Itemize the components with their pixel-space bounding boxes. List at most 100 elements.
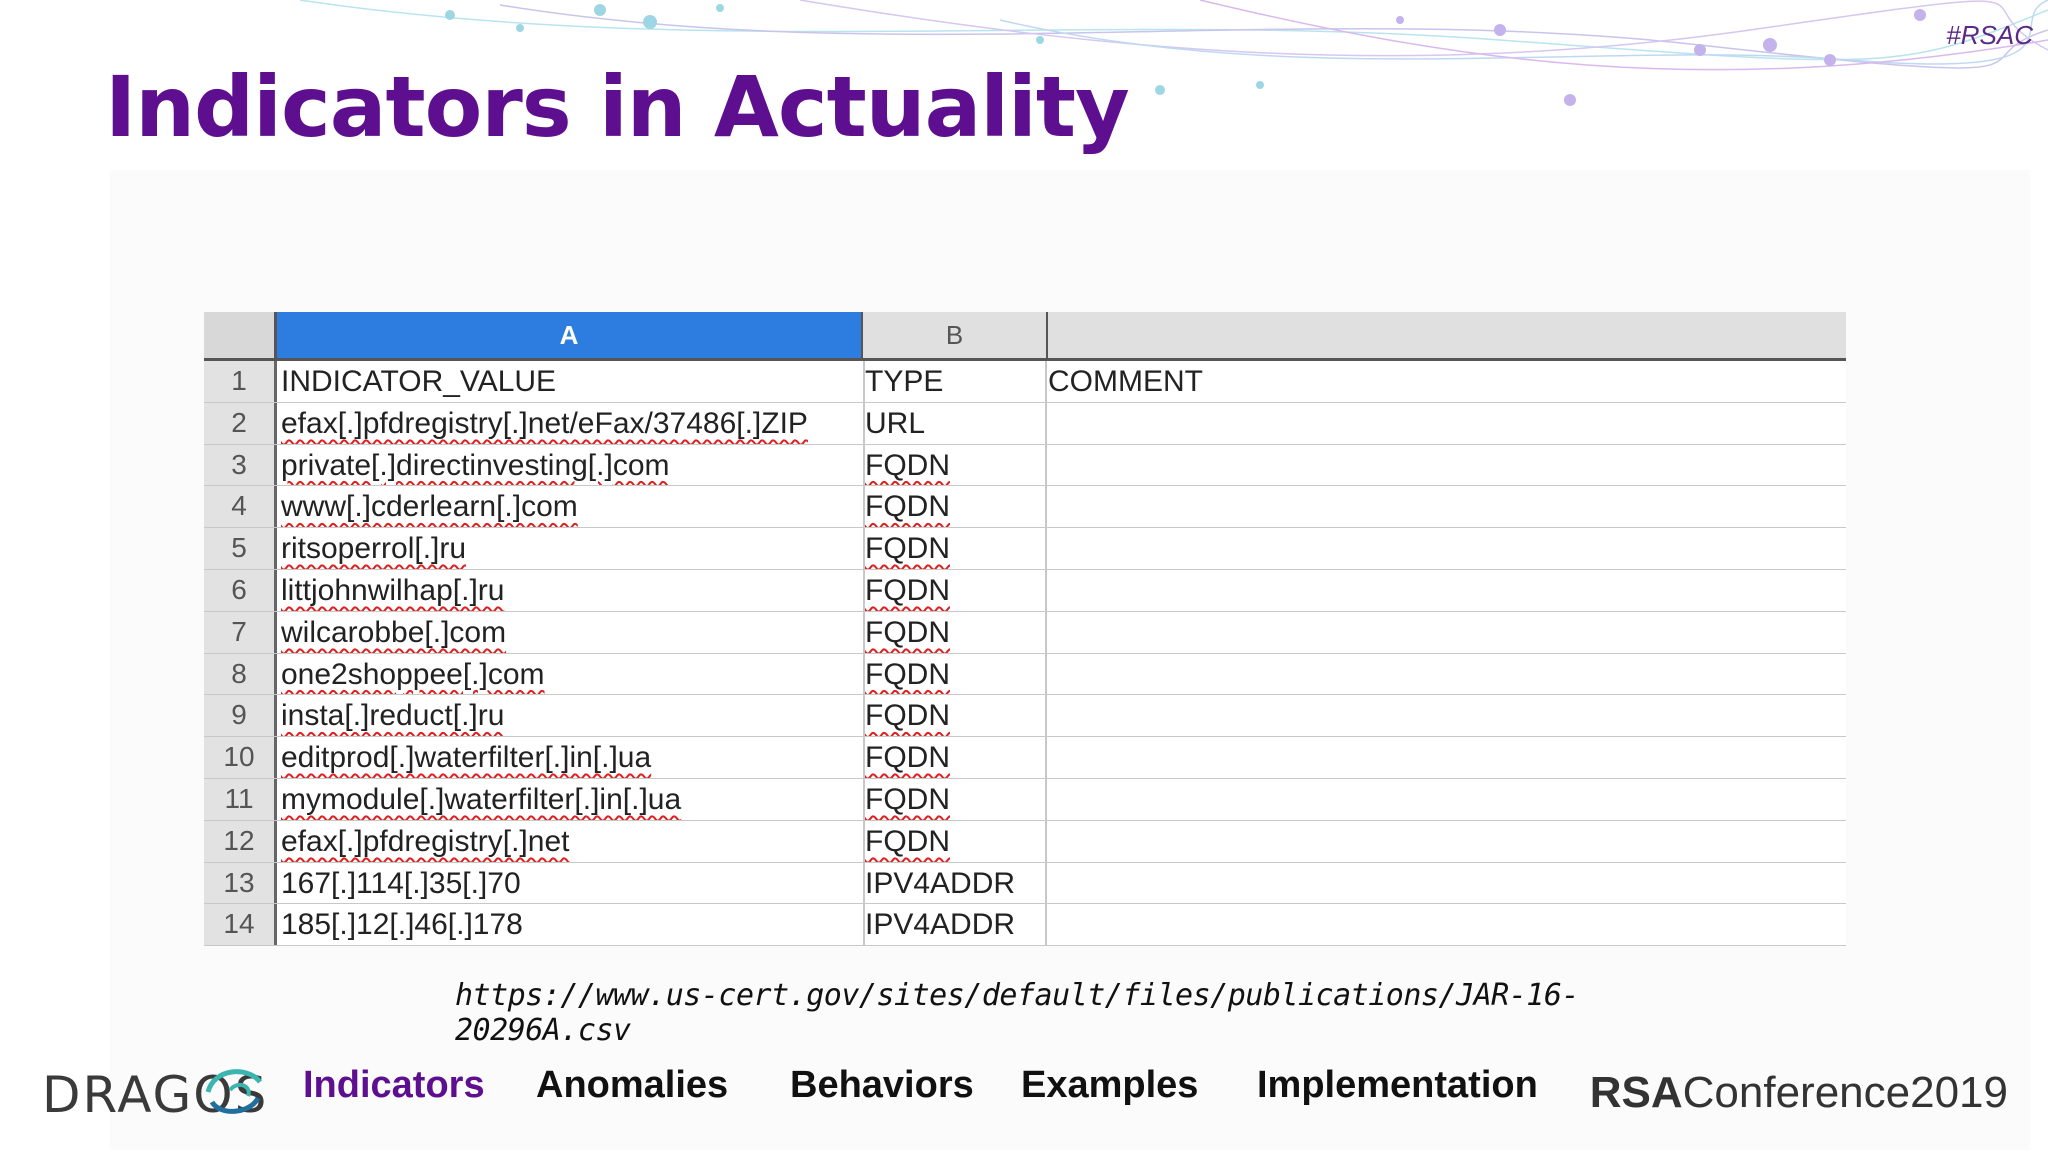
cell-comment[interactable] <box>1048 612 1838 653</box>
column-header-bar: A B <box>204 312 1846 361</box>
row-number-text: 4 <box>231 490 247 522</box>
row-number[interactable]: 6 <box>204 569 277 611</box>
cell-comment[interactable] <box>1048 779 1838 820</box>
cell-comment[interactable] <box>1048 904 1838 945</box>
row-number[interactable]: 12 <box>204 820 277 862</box>
row-number[interactable]: 9 <box>204 695 277 737</box>
cell-comment[interactable]: COMMENT <box>1048 361 1838 402</box>
cell-indicator-value[interactable]: INDICATOR_VALUE <box>281 361 859 402</box>
table-row: 5 ritsoperrol[.]ru FQDN <box>204 528 1846 570</box>
column-divider <box>1045 653 1047 695</box>
cell-indicator-value[interactable]: 185[.]12[.]46[.]178 <box>281 904 859 945</box>
nav-anomalies[interactable]: Anomalies <box>536 1064 729 1106</box>
cell-indicator-value-text: private[.]directinvesting[.]com <box>281 448 670 482</box>
row-number[interactable]: 4 <box>204 486 277 528</box>
column-divider <box>1045 611 1047 653</box>
table-row: 1 INDICATOR_VALUE TYPE COMMENT <box>204 361 1846 403</box>
column-header-b[interactable]: B <box>861 312 1048 358</box>
table-row: 10 editprod[.]waterfilter[.]in[.]ua FQDN <box>204 737 1846 779</box>
cell-type[interactable]: IPV4ADDR <box>865 904 1041 945</box>
cell-type-text: FQDN <box>865 699 950 733</box>
cell-comment[interactable] <box>1048 403 1838 444</box>
column-divider <box>1045 402 1047 444</box>
cell-indicator-value[interactable]: one2shoppee[.]com <box>281 654 859 695</box>
cell-indicator-value-text: littjohnwilhap[.]ru <box>281 573 505 607</box>
rsa-conference-logo: RSAConference2019 <box>1590 1068 2008 1118</box>
cell-indicator-value-text: efax[.]pfdregistry[.]net/eFax/37486[.]ZI… <box>281 406 808 440</box>
cell-indicator-value[interactable]: littjohnwilhap[.]ru <box>281 570 859 611</box>
row-number[interactable]: 11 <box>204 778 277 820</box>
column-divider <box>1045 486 1047 528</box>
cell-comment[interactable] <box>1048 695 1838 736</box>
cell-type[interactable]: FQDN <box>865 779 1041 820</box>
cell-type[interactable]: FQDN <box>865 528 1041 569</box>
cell-type[interactable]: FQDN <box>865 654 1041 695</box>
row-number-text: 7 <box>231 615 247 647</box>
cell-indicator-value-text: 185[.]12[.]46[.]178 <box>281 908 523 942</box>
cell-indicator-value[interactable]: efax[.]pfdregistry[.]net <box>281 821 859 862</box>
cell-indicator-value[interactable]: mymodule[.]waterfilter[.]in[.]ua <box>281 779 859 820</box>
cell-comment[interactable] <box>1048 486 1838 527</box>
column-divider <box>1045 737 1047 778</box>
cell-indicator-value-text: insta[.]reduct[.]ru <box>281 699 505 733</box>
table-row: 3 private[.]directinvesting[.]com FQDN <box>204 444 1846 487</box>
cell-indicator-value[interactable]: private[.]directinvesting[.]com <box>281 445 859 486</box>
table-row: 4 www[.]cderlearn[.]com FQDN <box>204 486 1846 529</box>
cell-comment[interactable] <box>1048 445 1838 486</box>
row-number[interactable]: 1 <box>204 361 277 402</box>
cell-comment[interactable] <box>1048 863 1838 904</box>
cell-type[interactable]: IPV4ADDR <box>865 863 1041 904</box>
row-number[interactable]: 7 <box>204 611 277 653</box>
cell-type[interactable]: FQDN <box>865 486 1041 527</box>
row-number-text: 2 <box>231 406 247 438</box>
column-divider <box>1045 528 1047 569</box>
cell-type-text: IPV4ADDR <box>865 908 1016 942</box>
nav-behaviors[interactable]: Behaviors <box>790 1064 974 1106</box>
cell-indicator-value-text: mymodule[.]waterfilter[.]in[.]ua <box>281 782 682 816</box>
row-number-text: 10 <box>223 741 255 773</box>
row-number[interactable]: 13 <box>204 862 277 904</box>
row-number[interactable]: 8 <box>204 653 277 695</box>
cell-indicator-value[interactable]: insta[.]reduct[.]ru <box>281 695 859 736</box>
row-number[interactable]: 5 <box>204 528 277 569</box>
cell-comment[interactable] <box>1048 654 1838 695</box>
cell-type-text: FQDN <box>865 448 950 482</box>
cell-indicator-value[interactable]: editprod[.]waterfilter[.]in[.]ua <box>281 737 859 778</box>
column-header-a[interactable]: A <box>277 312 861 358</box>
cell-indicator-value[interactable]: www[.]cderlearn[.]com <box>281 486 859 527</box>
decorative-swirl-banner <box>299 0 2048 106</box>
cell-indicator-value[interactable]: 167[.]114[.]35[.]70 <box>281 863 859 904</box>
cell-indicator-value-text: wilcarobbe[.]com <box>281 615 507 649</box>
cell-type[interactable]: TYPE <box>865 361 1041 402</box>
cell-indicator-value-text: www[.]cderlearn[.]com <box>281 490 578 524</box>
cell-type[interactable]: FQDN <box>865 445 1041 486</box>
cell-type[interactable]: FQDN <box>865 570 1041 611</box>
column-divider <box>1045 695 1047 737</box>
cell-type[interactable]: FQDN <box>865 695 1041 736</box>
cell-indicator-value[interactable]: ritsoperrol[.]ru <box>281 528 859 569</box>
cell-type[interactable]: URL <box>865 403 1041 444</box>
nav-implementation[interactable]: Implementation <box>1257 1064 1538 1106</box>
table-row: 12 efax[.]pfdregistry[.]net FQDN <box>204 820 1846 863</box>
nav-examples[interactable]: Examples <box>1021 1064 1199 1106</box>
row-number[interactable]: 14 <box>204 904 277 946</box>
select-all-corner[interactable] <box>204 312 277 358</box>
row-number[interactable]: 10 <box>204 737 277 778</box>
cell-type[interactable]: FQDN <box>865 737 1041 778</box>
spreadsheet: A B 1 INDICATOR_VALUE TYPE COMMENT 2 efax[.]p… <box>204 312 1846 946</box>
cell-type-text: IPV4ADDR <box>865 866 1016 900</box>
row-number[interactable]: 2 <box>204 402 277 444</box>
cell-comment[interactable] <box>1048 570 1838 611</box>
row-number[interactable]: 3 <box>204 444 277 486</box>
cell-indicator-value[interactable]: wilcarobbe[.]com <box>281 612 859 653</box>
cell-indicator-value[interactable]: efax[.]pfdregistry[.]net/eFax/37486[.]ZI… <box>281 403 859 444</box>
cell-comment[interactable] <box>1048 821 1838 862</box>
cell-type[interactable]: FQDN <box>865 612 1041 653</box>
table-row: 9 insta[.]reduct[.]ru FQDN <box>204 695 1846 738</box>
cell-type-text: FQDN <box>865 741 950 775</box>
cell-comment[interactable] <box>1048 737 1838 778</box>
cell-type[interactable]: FQDN <box>865 821 1041 862</box>
cell-comment[interactable] <box>1048 528 1838 569</box>
slide-title: Indicators in Actuality <box>105 58 1130 156</box>
nav-indicators[interactable]: Indicators <box>303 1064 485 1106</box>
